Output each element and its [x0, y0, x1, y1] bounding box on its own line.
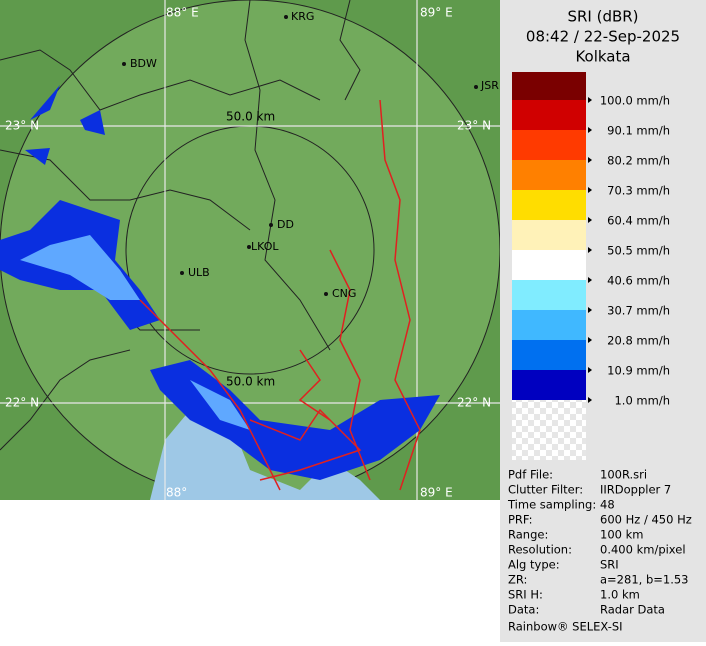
scale-swatch — [512, 310, 586, 340]
legend-label: 30.7 mm/h — [607, 304, 670, 318]
info-value: 0.400 km/pixel — [600, 543, 686, 557]
legend-tick — [588, 187, 592, 193]
legend-label: 20.8 mm/h — [607, 334, 670, 348]
grid-label: 22° N — [5, 396, 39, 410]
info-label: Pdf File: — [508, 468, 553, 482]
info-label: SRI H: — [508, 588, 543, 602]
grid-label: 88° E — [166, 6, 199, 20]
legend-tick — [588, 157, 592, 163]
legend-label: 100.0 mm/h — [600, 94, 670, 108]
legend-tick — [588, 97, 592, 103]
info-value: 1.0 km — [600, 588, 640, 602]
scale-swatch — [512, 190, 586, 220]
scale-swatch — [512, 250, 586, 280]
legend-tick — [588, 217, 592, 223]
info-label: PRF: — [508, 513, 533, 527]
legend-label: 10.9 mm/h — [607, 364, 670, 378]
city: BDW — [130, 57, 157, 70]
range-label: 50.0 km — [226, 375, 275, 389]
info-label: Range: — [508, 528, 548, 542]
legend-label: 1.0 mm/h — [614, 394, 670, 408]
legend-tick — [588, 307, 592, 313]
legend-tick — [588, 337, 592, 343]
station: Kolkata — [575, 48, 630, 66]
city: DD — [277, 218, 294, 231]
grid-label: 22° N — [457, 396, 491, 410]
grid-label: 23° N — [5, 119, 39, 133]
info-label: Data: — [508, 603, 539, 617]
legend-tick — [588, 367, 592, 373]
range-label: 50.0 km — [226, 110, 275, 124]
legend-tick — [588, 127, 592, 133]
scale-swatch — [512, 370, 586, 400]
info-value: SRI — [600, 558, 619, 572]
legend-label: 80.2 mm/h — [607, 154, 670, 168]
scale-swatch — [512, 280, 586, 310]
info-value: 48 — [600, 498, 615, 512]
legend-tick — [588, 277, 592, 283]
scale-swatch — [512, 72, 586, 100]
city: LKOL — [251, 240, 279, 253]
legend-tick — [588, 397, 592, 403]
city: JSR — [480, 79, 499, 92]
grid-label: 89° E — [420, 486, 453, 500]
legend-label: 40.6 mm/h — [607, 274, 670, 288]
info-value: 100 km — [600, 528, 643, 542]
scale-swatch — [512, 340, 586, 370]
scale-swatch — [512, 160, 586, 190]
info-label: Resolution: — [508, 543, 572, 557]
info-label: ZR: — [508, 573, 527, 587]
info-value: 600 Hz / 450 Hz — [600, 513, 692, 527]
grid-label: 23° N — [457, 119, 491, 133]
map: 88° E 89° E 23° N 23° N 22° N 22° N 88° … — [0, 0, 500, 500]
panel-title: SRI (dBR) — [567, 8, 638, 26]
info-label: Time sampling: — [507, 498, 596, 512]
footer: Rainbow® SELEX-SI — [508, 620, 623, 634]
info-value: IIRDoppler 7 — [600, 483, 671, 497]
scale-swatch — [512, 130, 586, 160]
legend-label: 90.1 mm/h — [607, 124, 670, 138]
info-label: Clutter Filter: — [508, 483, 583, 497]
city: CNG — [332, 287, 356, 300]
info-label: Alg type: — [508, 558, 560, 572]
city: KRG — [291, 10, 314, 23]
info-value: Radar Data — [600, 603, 665, 617]
info-value: a=281, b=1.53 — [600, 573, 689, 587]
city: ULB — [188, 266, 210, 279]
legend-label: 60.4 mm/h — [607, 214, 670, 228]
no-data-swatch — [512, 400, 586, 460]
grid-label: 88° — [166, 486, 187, 500]
legend-label: 70.3 mm/h — [607, 184, 670, 198]
grid-label: 89° E — [420, 6, 453, 20]
datetime: 08:42 / 22-Sep-2025 — [526, 28, 680, 46]
legend-tick — [588, 247, 592, 253]
scale-swatch — [512, 100, 586, 130]
scale-swatch — [512, 220, 586, 250]
legend-label: 50.5 mm/h — [607, 244, 670, 258]
info-value: 100R.sri — [600, 468, 647, 482]
